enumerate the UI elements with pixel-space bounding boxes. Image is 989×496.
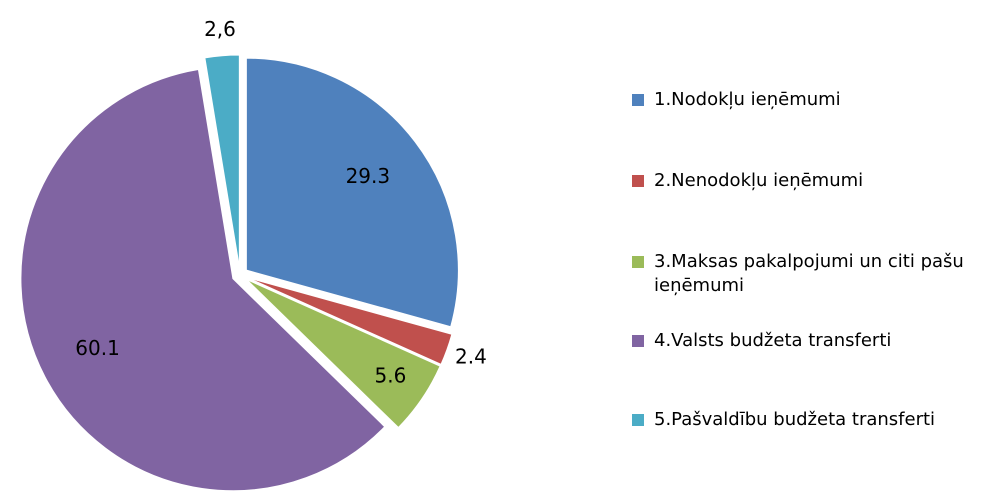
legend-item: 5.Pašvaldību budžeta transferti (632, 408, 982, 432)
legend-swatch (632, 94, 644, 106)
legend-swatch (632, 414, 644, 426)
legend-label: 3.Maksas pakalpojumi un citi pašu ieņēmu… (654, 251, 964, 296)
data-label: 2.4 (455, 345, 487, 369)
data-label: 60.1 (75, 336, 120, 360)
pie-slice (20, 68, 386, 492)
data-label: 5.6 (374, 364, 406, 388)
legend-item: 2.Nenodokļu ieņēmumi (632, 169, 982, 193)
legend-label: 1.Nodokļu ieņēmumi (654, 89, 841, 110)
legend-swatch (632, 256, 644, 268)
pie-slice (246, 279, 441, 429)
legend-swatch (632, 335, 644, 347)
legend-label: 5.Pašvaldību budžeta transferti (654, 409, 936, 430)
pie-slice (247, 277, 453, 366)
legend-label: 4.Valsts budžeta transferti (654, 330, 892, 351)
legend-item: 3.Maksas pakalpojumi un citi pašu ieņēmu… (632, 250, 982, 298)
pie-slice (204, 54, 240, 268)
data-label: 2,6 (204, 17, 236, 41)
pie-slice (245, 57, 459, 328)
legend-label: 2.Nenodokļu ieņēmumi (654, 170, 864, 191)
legend-swatch (632, 175, 644, 187)
legend-item: 4.Valsts budžeta transferti (632, 329, 982, 353)
legend-item: 1.Nodokļu ieņēmumi (632, 88, 982, 112)
pie-chart: 29.3 2.4 5.6 60.1 2,6 (20, 17, 487, 492)
data-label: 29.3 (346, 164, 391, 188)
